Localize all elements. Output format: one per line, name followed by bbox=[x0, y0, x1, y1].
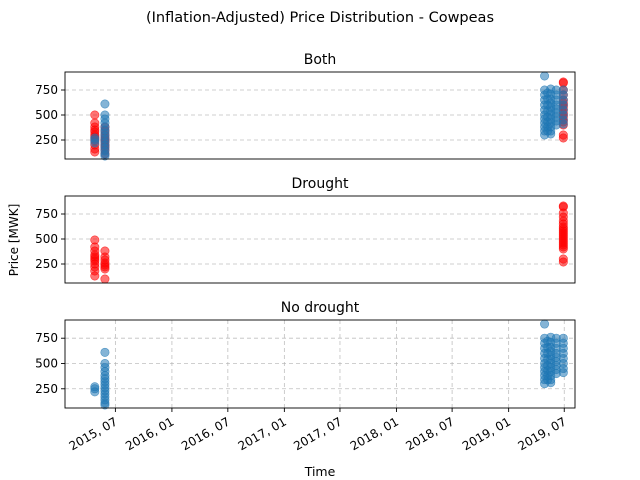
panel-title: No drought bbox=[281, 300, 360, 316]
panel-1: Drought 250 500 750 bbox=[35, 176, 576, 284]
x-tick-label: 2019, 07 bbox=[515, 414, 568, 453]
x-tick-label: 2016, 01 bbox=[123, 414, 176, 453]
data-point bbox=[100, 99, 110, 109]
y-tick-label: 750 bbox=[35, 331, 58, 345]
axes-frame bbox=[64, 71, 576, 160]
x-tick-label: 2017, 01 bbox=[236, 414, 289, 453]
data-point bbox=[90, 138, 100, 148]
y-tick-label: 500 bbox=[35, 108, 58, 122]
data-point bbox=[90, 110, 100, 120]
data-point bbox=[100, 264, 110, 274]
y-axis-label: Price [MWK] bbox=[7, 204, 21, 277]
panel-title: Drought bbox=[292, 176, 349, 192]
x-tick-label: 2016, 07 bbox=[179, 414, 232, 453]
y-tick-label: 500 bbox=[35, 232, 58, 246]
x-axis-label: Time bbox=[304, 464, 336, 479]
x-tick-label: 2018, 07 bbox=[403, 414, 456, 453]
data-point bbox=[90, 387, 100, 397]
y-tick-label: 250 bbox=[35, 382, 58, 396]
data-point bbox=[558, 368, 568, 378]
data-point bbox=[546, 129, 556, 139]
y-tick-label: 750 bbox=[35, 207, 58, 221]
data-point bbox=[100, 274, 110, 284]
data-point bbox=[558, 257, 568, 267]
axes-frame bbox=[64, 195, 576, 284]
data-point bbox=[100, 347, 110, 357]
y-tick-label: 250 bbox=[35, 257, 58, 271]
x-tick-label: 2017, 07 bbox=[291, 414, 344, 453]
chart-panels: Both 250 500 750 Drought 250 500 750 No drought 2… bbox=[35, 52, 576, 453]
x-tick-label: 2019, 01 bbox=[460, 414, 513, 453]
y-tick-label: 750 bbox=[35, 83, 58, 97]
panel-title: Both bbox=[304, 52, 337, 68]
y-tick-label: 500 bbox=[35, 356, 58, 370]
panel-0: Both 250 500 750 bbox=[35, 52, 576, 161]
data-point bbox=[540, 319, 550, 329]
data-point bbox=[558, 119, 568, 129]
data-point bbox=[100, 151, 110, 161]
data-point bbox=[558, 244, 568, 254]
axes-frame bbox=[64, 319, 576, 409]
data-point bbox=[546, 378, 556, 388]
x-tick-label: 2018, 01 bbox=[348, 414, 401, 453]
x-tick-label: 2015, 07 bbox=[67, 414, 120, 453]
data-point bbox=[90, 271, 100, 281]
data-point bbox=[100, 400, 110, 410]
data-point bbox=[90, 147, 100, 157]
data-point bbox=[540, 71, 550, 81]
y-tick-label: 250 bbox=[35, 133, 58, 147]
panel-2: No drought 250 500 750 2015, 07 2016, 01 2016,… bbox=[35, 300, 576, 453]
figure-title: (Inflation-Adjusted) Price Distribution … bbox=[146, 10, 494, 26]
data-point bbox=[558, 133, 568, 143]
